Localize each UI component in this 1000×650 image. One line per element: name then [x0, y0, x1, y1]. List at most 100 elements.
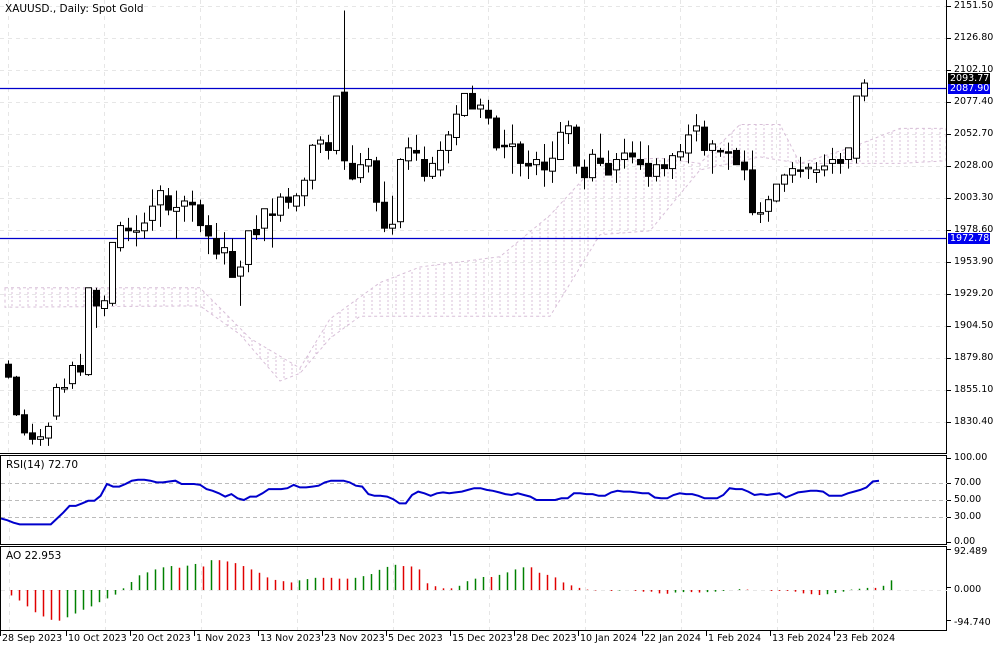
candle — [861, 79, 868, 102]
price-axis-label: 1879.80 — [954, 352, 994, 363]
time-axis-tick — [514, 631, 515, 636]
time-axis-label: 23 Feb 2024 — [836, 633, 896, 644]
price-axis-label: 1830.40 — [954, 416, 994, 427]
price-axis-label: 2102.10 — [954, 64, 994, 75]
candle — [445, 131, 452, 164]
candle — [717, 147, 724, 157]
candle — [293, 193, 300, 212]
candle — [741, 150, 748, 181]
ao-axis-tick — [947, 587, 951, 588]
current-price-tag: 2093.77 — [948, 73, 990, 84]
candle — [429, 156, 436, 179]
price-axis-tick — [947, 326, 951, 327]
price-axis-label: 2126.80 — [954, 32, 994, 43]
candle — [69, 361, 76, 389]
rsi-axis-label: 100.00 — [954, 452, 988, 463]
candle — [565, 120, 572, 144]
time-axis-tick — [450, 631, 451, 636]
price-axis-tick — [947, 230, 951, 231]
candle — [45, 422, 52, 446]
candle — [213, 222, 220, 260]
time-axis-label: 1 Feb 2024 — [708, 633, 762, 644]
candle — [701, 120, 708, 156]
rsi-axis-tick — [947, 500, 951, 501]
candle — [373, 156, 380, 212]
ichimoku-cloud — [4, 124, 946, 382]
candle — [597, 133, 604, 166]
price-axis-tick — [947, 102, 951, 103]
rsi-axis-tick — [947, 458, 951, 459]
candle — [773, 183, 780, 203]
candle — [245, 230, 252, 273]
candle — [677, 143, 684, 161]
ao-axis-label: -94.740 — [954, 617, 991, 628]
candle — [277, 193, 284, 222]
candle — [629, 141, 636, 164]
candle — [469, 85, 476, 110]
price-axis-tick — [947, 198, 951, 199]
time-axis-label: 15 Dec 2023 — [452, 633, 513, 644]
candle — [37, 428, 44, 446]
price-axis-label: 1978.60 — [954, 224, 994, 235]
price-chart-pane[interactable]: XAUUSD., Daily: Spot Gold — [0, 0, 947, 454]
price-axis-label: 2003.30 — [954, 192, 994, 203]
candle — [501, 129, 508, 159]
time-axis-tick — [386, 631, 387, 636]
candle — [389, 195, 396, 235]
candle — [821, 154, 828, 177]
price-axis[interactable]: 2151.50 2126.80 2102.10 2077.40 2052.70 2028.… — [947, 0, 1000, 454]
candle — [325, 134, 332, 160]
ao-pane[interactable]: AO 22.953 — [0, 546, 947, 631]
candle — [805, 163, 812, 179]
candle — [557, 121, 564, 161]
support-price-tag: 1972.78 — [948, 233, 990, 244]
candle — [301, 177, 308, 207]
time-axis-tick — [770, 631, 771, 636]
candle — [485, 99, 492, 125]
rsi-line — [1, 478, 880, 526]
time-axis-label: 10 Oct 2023 — [68, 633, 127, 644]
candle — [421, 146, 428, 182]
candle — [781, 173, 788, 192]
candle — [493, 115, 500, 151]
candle — [645, 145, 652, 187]
candle — [725, 142, 732, 170]
price-axis-tick — [947, 262, 951, 263]
candle — [165, 188, 172, 216]
price-axis-tick — [947, 70, 951, 71]
rsi-axis-tick — [947, 517, 951, 518]
time-axis-tick — [834, 631, 835, 636]
time-axis-tick — [130, 631, 131, 636]
candle — [693, 114, 700, 142]
time-axis-label: 1 Nov 2023 — [196, 633, 251, 644]
time-axis-label: 22 Jan 2024 — [644, 633, 701, 644]
candle — [365, 147, 372, 173]
chart-title: XAUUSD., Daily: Spot Gold — [5, 3, 144, 15]
candle — [685, 124, 692, 164]
rsi-axis-label: 70.00 — [954, 477, 982, 488]
candle — [101, 295, 108, 317]
candle — [517, 141, 524, 177]
candle — [333, 95, 340, 155]
candle — [21, 409, 28, 436]
time-axis-tick — [258, 631, 259, 636]
candle — [749, 150, 756, 216]
price-axis-tick — [947, 166, 951, 167]
rsi-pane[interactable]: RSI(14) 72.70 — [0, 455, 947, 545]
candle — [133, 215, 140, 247]
candle — [813, 162, 820, 183]
time-axis[interactable]: 28 Sep 2023 10 Oct 2023 20 Oct 2023 1 Nov 2… — [0, 631, 947, 650]
candle — [605, 150, 612, 176]
candlestick-chart[interactable] — [0, 0, 946, 454]
candle — [29, 423, 36, 445]
candle — [477, 98, 484, 119]
candle — [109, 241, 116, 306]
rsi-axis-tick — [947, 483, 951, 484]
candle — [525, 150, 532, 179]
candle — [653, 158, 660, 182]
candle — [229, 238, 236, 278]
time-axis-label: 13 Nov 2023 — [260, 633, 321, 644]
time-axis-tick — [66, 631, 67, 636]
rsi-axis: 100.00 70.00 50.00 30.00 0.00 — [947, 452, 1000, 547]
price-axis-label: 2077.40 — [954, 96, 994, 107]
